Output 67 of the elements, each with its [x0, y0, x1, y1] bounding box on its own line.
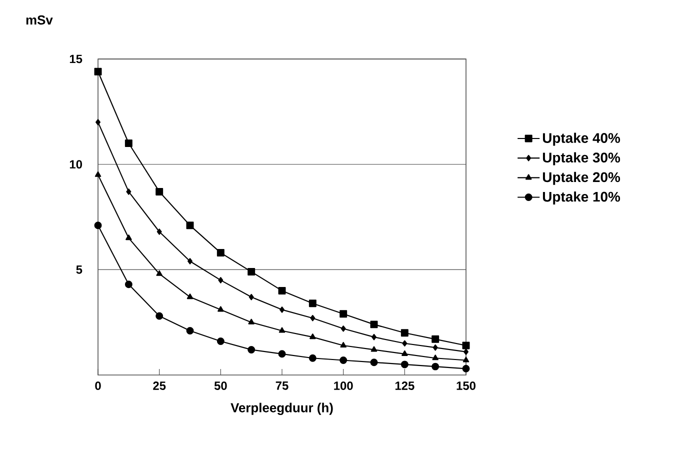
y-axis-title: mSv [26, 15, 53, 25]
point [370, 346, 378, 352]
point [156, 312, 164, 320]
point [186, 327, 194, 334]
point [464, 348, 468, 355]
point [248, 346, 256, 354]
x-tick-label: 0 [95, 382, 101, 390]
point [308, 300, 316, 308]
x-tick-label: 100 [334, 382, 353, 390]
point [126, 234, 132, 240]
point [186, 294, 194, 300]
point [156, 228, 162, 235]
point [248, 268, 256, 276]
y-tick-label: 10 [70, 160, 82, 169]
point [340, 325, 346, 332]
legend-label: Uptake 20% [542, 172, 620, 185]
point [216, 338, 224, 346]
point [310, 314, 316, 322]
point [94, 222, 102, 230]
point [462, 364, 470, 372]
point [278, 286, 286, 294]
point [124, 140, 132, 147]
point [370, 358, 378, 366]
point [372, 334, 376, 340]
y-tick-label: 5 [76, 265, 82, 274]
point [308, 354, 316, 362]
point [156, 188, 164, 196]
point [370, 320, 378, 328]
point [432, 362, 440, 370]
point [124, 280, 132, 288]
point [340, 310, 348, 318]
point [186, 222, 194, 230]
point [218, 277, 224, 284]
point [248, 294, 254, 300]
point [432, 344, 438, 351]
point [94, 171, 102, 177]
point [432, 335, 440, 343]
point [400, 329, 408, 337]
point [340, 342, 346, 348]
y-tick-label: 15 [70, 54, 82, 64]
point [278, 327, 286, 333]
point [340, 356, 348, 364]
point [218, 306, 224, 312]
point [278, 350, 286, 358]
legend-label: Uptake 30% [542, 152, 620, 166]
point [156, 270, 162, 276]
x-tick-label: 125 [395, 382, 414, 390]
point [402, 340, 408, 347]
legend-label: Uptake 10% [542, 191, 620, 204]
point [432, 354, 438, 360]
point [126, 188, 132, 195]
point [400, 360, 408, 368]
point [94, 68, 102, 76]
x-tick-label: 150 [456, 382, 476, 390]
point [216, 249, 224, 257]
x-tick-label: 50 [214, 382, 227, 390]
point [462, 356, 470, 362]
point [248, 318, 254, 324]
point [188, 258, 192, 264]
point [280, 306, 284, 313]
x-tick-label: 75 [276, 382, 288, 390]
legend-label: Uptake 40% [542, 132, 620, 146]
point [96, 119, 101, 126]
x-axis-title: Verpleegduur (h) [230, 402, 333, 415]
point [402, 350, 408, 356]
x-tick-label: 25 [153, 382, 166, 390]
point [310, 334, 316, 340]
